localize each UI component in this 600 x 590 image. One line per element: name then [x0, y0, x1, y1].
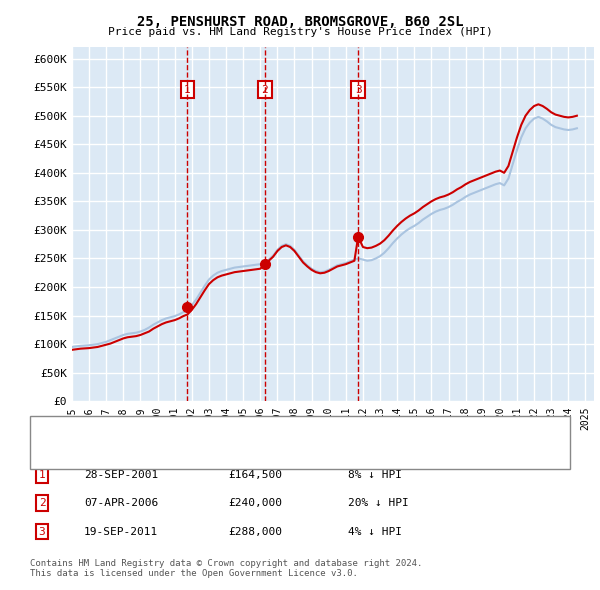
Text: 20% ↓ HPI: 20% ↓ HPI	[348, 499, 409, 508]
Text: ———: ———	[48, 420, 71, 433]
Text: 2: 2	[38, 499, 46, 508]
Text: £164,500: £164,500	[228, 470, 282, 480]
Text: HPI: Average price, detached house, Bromsgrove: HPI: Average price, detached house, Brom…	[93, 444, 380, 453]
Text: 3: 3	[355, 85, 362, 94]
Text: Contains HM Land Registry data © Crown copyright and database right 2024.
This d: Contains HM Land Registry data © Crown c…	[30, 559, 422, 578]
Text: 28-SEP-2001: 28-SEP-2001	[84, 470, 158, 480]
Text: £288,000: £288,000	[228, 527, 282, 536]
Text: Price paid vs. HM Land Registry's House Price Index (HPI): Price paid vs. HM Land Registry's House …	[107, 27, 493, 37]
Text: 4% ↓ HPI: 4% ↓ HPI	[348, 527, 402, 536]
Text: 1: 1	[38, 470, 46, 480]
Text: 2: 2	[262, 85, 268, 94]
Text: 1: 1	[184, 85, 191, 94]
Text: 07-APR-2006: 07-APR-2006	[84, 499, 158, 508]
Text: 3: 3	[38, 527, 46, 536]
Text: ———: ———	[48, 442, 71, 455]
Text: 8% ↓ HPI: 8% ↓ HPI	[348, 470, 402, 480]
Text: 25, PENSHURST ROAD, BROMSGROVE, B60 2SL: 25, PENSHURST ROAD, BROMSGROVE, B60 2SL	[137, 15, 463, 29]
Text: 19-SEP-2011: 19-SEP-2011	[84, 527, 158, 536]
Text: £240,000: £240,000	[228, 499, 282, 508]
Text: 25, PENSHURST ROAD, BROMSGROVE, B60 2SL (detached house): 25, PENSHURST ROAD, BROMSGROVE, B60 2SL …	[93, 422, 443, 431]
